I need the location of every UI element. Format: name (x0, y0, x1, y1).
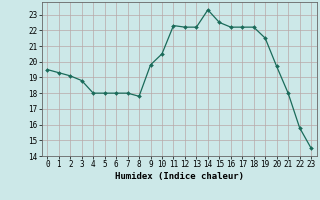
X-axis label: Humidex (Indice chaleur): Humidex (Indice chaleur) (115, 172, 244, 181)
